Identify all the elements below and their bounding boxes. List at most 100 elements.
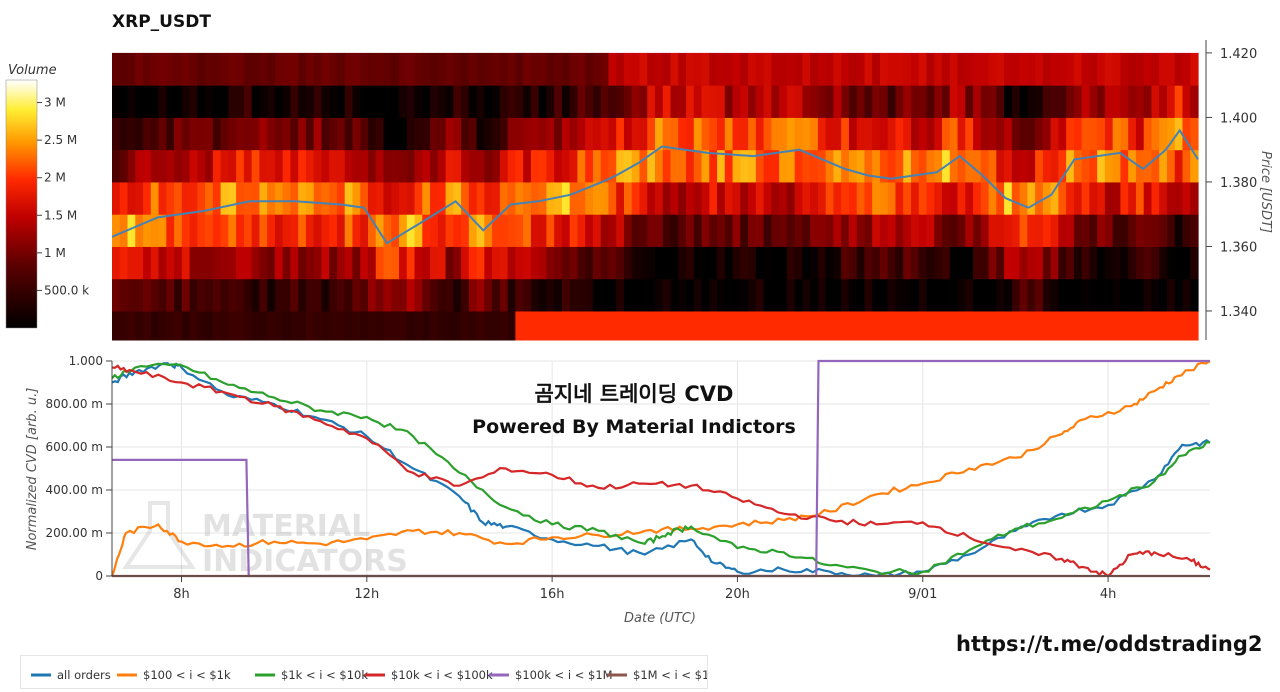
cvd-x-tick-label: 12h [354, 587, 379, 602]
heat-cell [399, 246, 408, 280]
heat-cell [1042, 85, 1052, 118]
heat-cell [724, 85, 734, 118]
heat-cell [282, 310, 292, 341]
legend-item-label: $10k < i < $100k [391, 668, 493, 682]
heat-cell [1019, 278, 1028, 312]
heat-cell [655, 310, 664, 341]
heat-cell [903, 278, 912, 312]
heat-cell [453, 149, 462, 183]
heat-cell [305, 181, 315, 215]
heat-cell [352, 278, 361, 312]
heat-cell [817, 214, 827, 247]
heat-cell [181, 52, 191, 86]
heat-cell [1066, 181, 1075, 215]
heat-cell [965, 278, 974, 312]
heat-cell [546, 214, 555, 247]
heat-cell [655, 181, 664, 215]
heat-cell [298, 278, 307, 312]
heat-cell [197, 278, 206, 312]
telegram-link[interactable]: https://t.me/oddstrading2 [956, 632, 1263, 656]
heat-cell [848, 52, 858, 86]
heat-cell [1004, 149, 1013, 183]
heat-cell [592, 246, 602, 280]
heat-cell [748, 117, 757, 151]
heat-cell [670, 246, 679, 280]
heat-cell [1159, 181, 1168, 215]
heat-cell [740, 117, 749, 151]
heat-cell [996, 52, 1005, 86]
heat-cell [709, 246, 718, 280]
heat-cell [1182, 85, 1191, 118]
heat-cell [492, 181, 501, 215]
heat-cell [150, 85, 160, 118]
heat-cell [1190, 181, 1199, 215]
chart-title: XRP_USDT [112, 12, 211, 32]
heat-cell [1120, 117, 1129, 151]
heat-cell [1081, 214, 1090, 247]
heat-cell [1011, 214, 1021, 247]
heat-cell [205, 181, 214, 215]
heat-cell [670, 149, 679, 183]
heat-cell [631, 52, 641, 86]
heat-cell [166, 149, 175, 183]
heat-cell [251, 181, 260, 215]
heat-cell [251, 117, 260, 151]
heat-cell [755, 117, 765, 151]
heat-cell [910, 117, 920, 151]
heat-cell [918, 246, 928, 280]
heat-cell [561, 310, 571, 341]
heat-cell [367, 52, 377, 86]
heat-cell [461, 310, 470, 341]
heat-cell [150, 52, 160, 86]
heat-cell [538, 85, 547, 118]
heat-cell [616, 85, 625, 118]
heat-cell [616, 278, 625, 312]
heat-cell [119, 278, 129, 312]
heat-cell [515, 181, 524, 215]
heat-cell [996, 149, 1005, 183]
heat-cell [228, 149, 237, 183]
heat-cell [1174, 278, 1184, 312]
heat-cell [1011, 149, 1021, 183]
heat-cell [655, 214, 664, 247]
heat-cell [864, 310, 873, 341]
heat-cell [1143, 85, 1153, 118]
heat-cell [895, 117, 904, 151]
heat-cell [461, 246, 470, 280]
heat-cell [1151, 85, 1160, 118]
heat-cell [1027, 117, 1036, 151]
heat-cell [515, 214, 524, 247]
heat-cell [755, 85, 765, 118]
heat-cell [662, 52, 672, 86]
heat-cell [127, 214, 136, 247]
heat-cell [794, 117, 803, 151]
heat-cell [980, 246, 990, 280]
cvd-y-axis-label: Normalized CVD [arb. u.] [25, 388, 40, 551]
heat-cell [391, 181, 400, 215]
heat-cell [422, 278, 431, 312]
heat-cell [127, 246, 136, 280]
price-tick-label: 1.420 [1220, 47, 1257, 62]
heat-cell [872, 52, 881, 86]
heatmap-chart: 1.340 1.360 1.380 1.400 1.420 Price [USDT] [111, 40, 1273, 341]
heat-cell [872, 246, 881, 280]
heat-cell [825, 52, 835, 86]
heat-cell [1151, 310, 1160, 341]
heat-cell [1151, 52, 1160, 86]
heat-cell [267, 214, 276, 247]
heat-cell [406, 278, 416, 312]
heat-cell [678, 310, 687, 341]
heat-cell [949, 52, 959, 86]
heat-cell [321, 246, 330, 280]
heat-cell [484, 310, 493, 341]
heat-cell [996, 117, 1005, 151]
heat-cell [1089, 85, 1098, 118]
heat-cell [662, 117, 672, 151]
heat-cell [934, 117, 943, 151]
heat-cell [119, 149, 129, 183]
heat-cell [476, 52, 485, 86]
heat-cell [833, 246, 842, 280]
heat-cell [856, 214, 866, 247]
heat-cell [678, 246, 687, 280]
heat-cell [1151, 117, 1160, 151]
